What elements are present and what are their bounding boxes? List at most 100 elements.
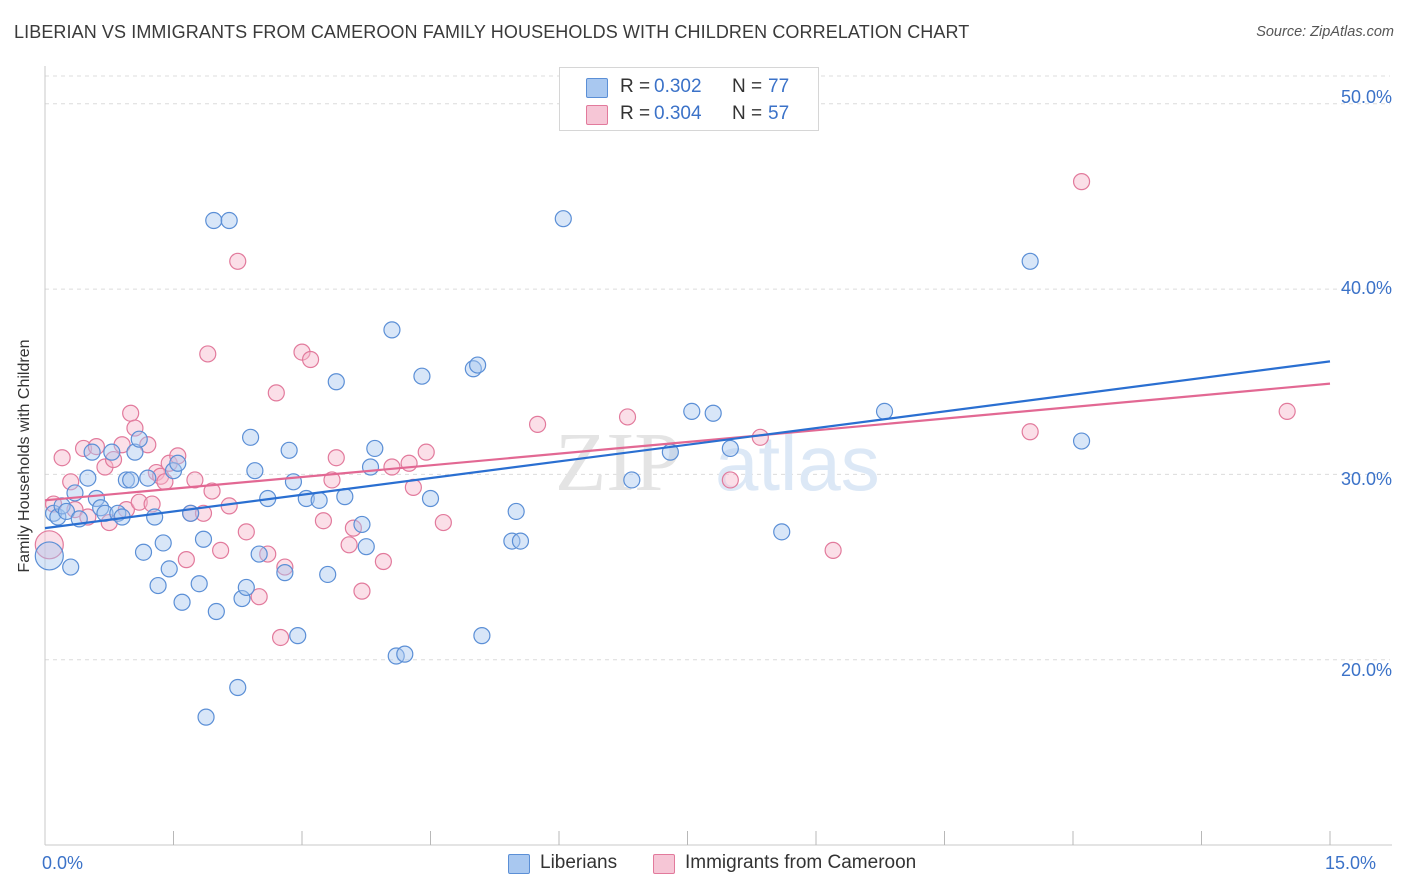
data-point: [267, 384, 285, 402]
data-point: [130, 430, 148, 448]
data-point: [139, 469, 157, 487]
data-point: [310, 491, 328, 509]
data-point: [417, 443, 435, 461]
data-point: [149, 576, 167, 595]
data-point: [276, 564, 294, 582]
data-point: [383, 321, 401, 339]
bottom-legend-label: Liberians: [540, 852, 618, 873]
data-point: [396, 645, 414, 663]
legend-swatch-cameroon: [586, 105, 608, 125]
data-point: [507, 502, 525, 521]
data-point: [242, 428, 260, 446]
data-point: [237, 523, 255, 541]
data-point: [143, 495, 161, 513]
data-point: [186, 471, 204, 489]
data-point: [237, 578, 255, 597]
data-point: [824, 541, 842, 559]
watermark-atlas: atlas: [715, 419, 880, 507]
data-point: [130, 493, 148, 511]
series-liberians-points: [34, 210, 1091, 726]
data-point: [528, 415, 547, 433]
data-point: [126, 443, 144, 461]
data-point: [721, 439, 739, 458]
data-point: [1072, 173, 1091, 191]
series-cameroon-points: [34, 173, 1296, 647]
y-axis-label: Family Households with Children: [16, 339, 33, 573]
data-point: [57, 502, 76, 521]
source-label: Source: ZipAtlas.com: [1256, 24, 1394, 40]
data-point: [246, 462, 264, 480]
data-point: [134, 543, 153, 561]
legend-r-label: R =: [620, 103, 651, 124]
data-point: [154, 534, 172, 552]
data-point: [618, 408, 637, 426]
trend-line-liberians: [44, 360, 1331, 530]
data-point: [1021, 423, 1039, 441]
gridlines: [45, 75, 1390, 661]
data-point: [207, 602, 225, 621]
data-point: [353, 515, 371, 534]
data-point: [1021, 252, 1039, 270]
legend-n-value: 57: [768, 103, 790, 124]
data-point: [199, 345, 217, 363]
data-point: [271, 628, 290, 647]
data-point: [357, 538, 375, 556]
data-point: [327, 373, 345, 391]
legend-n-value: 77: [768, 76, 790, 97]
legend-r-value: 0.304: [654, 103, 702, 124]
data-point: [353, 582, 371, 600]
data-point: [205, 211, 223, 230]
data-point: [169, 454, 187, 472]
data-point: [301, 350, 320, 369]
data-point: [413, 367, 431, 385]
data-point: [122, 404, 140, 422]
data-point: [511, 532, 530, 550]
data-point: [53, 449, 71, 467]
data-point: [383, 458, 401, 476]
data-point: [773, 523, 791, 541]
y-tick-label-30: 30.0%: [1340, 469, 1392, 489]
data-point: [203, 482, 221, 500]
legend-r-label: R =: [620, 76, 651, 97]
correlation-legend: R = 0.302 N = 77 R = 0.304 N = 57: [559, 67, 819, 131]
data-point: [190, 575, 208, 593]
data-point: [875, 402, 894, 420]
legend-r-value: 0.302: [654, 76, 702, 97]
data-point: [366, 439, 384, 458]
data-point: [173, 593, 191, 611]
data-point: [683, 402, 701, 420]
legend-swatch-liberians: [586, 78, 608, 98]
data-point: [554, 210, 572, 228]
trend-lines: [44, 360, 1331, 530]
data-point: [721, 471, 739, 489]
data-point: [49, 508, 67, 526]
trend-line-cameroon: [44, 382, 1331, 502]
data-point: [340, 536, 358, 554]
data-point: [276, 558, 294, 576]
data-point: [1072, 432, 1091, 450]
data-point: [229, 678, 247, 697]
data-point: [139, 436, 157, 454]
data-point: [197, 708, 215, 726]
data-point: [126, 419, 144, 437]
data-point: [319, 565, 337, 584]
data-point: [146, 508, 164, 526]
data-point: [434, 513, 452, 532]
data-point: [122, 471, 140, 489]
data-point: [117, 471, 135, 489]
data-point: [83, 443, 101, 461]
data-point: [233, 589, 251, 608]
data-point: [289, 627, 307, 645]
legend-n-label: N =: [732, 76, 763, 97]
data-point: [374, 552, 392, 571]
data-point: [229, 252, 247, 270]
watermark-zip: ZIP: [555, 416, 681, 509]
data-point: [704, 404, 722, 422]
data-point: [1278, 402, 1296, 420]
data-point: [34, 530, 64, 560]
data-point: [250, 588, 268, 606]
data-point: [74, 439, 93, 458]
data-point: [421, 489, 440, 508]
x-tick-label-max: 15.0%: [1325, 853, 1377, 873]
